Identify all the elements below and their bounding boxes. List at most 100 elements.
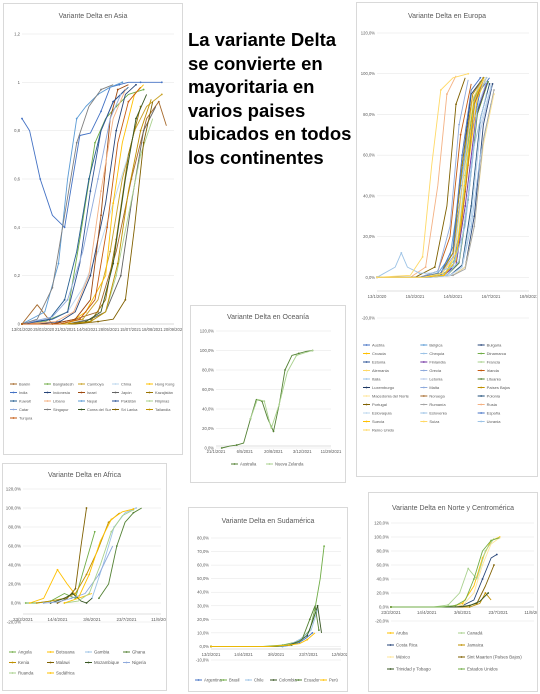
y-tick-label: 0,0% <box>379 605 389 610</box>
data-point <box>249 417 252 420</box>
data-point <box>272 430 275 433</box>
x-tick-label: 16/7/2021 <box>482 294 501 299</box>
data-point <box>470 225 473 228</box>
chart-oceania-panel: Variante Delta en Oceanía 0,0% 20,0% 40,0%… <box>190 305 346 483</box>
data-point <box>421 256 424 258</box>
legend-label: Australia <box>240 462 257 467</box>
legend-label: Catar <box>19 407 29 412</box>
y-tick-label: 20,0% <box>197 617 209 622</box>
chart-oceania-title: Variante Delta en Oceanía <box>227 314 309 321</box>
legend-label: Líbano <box>53 399 65 404</box>
series-line <box>50 593 93 604</box>
legend-marker <box>268 463 271 465</box>
legend-marker <box>12 391 15 394</box>
data-point <box>210 645 212 648</box>
data-point <box>142 88 145 91</box>
data-point <box>488 82 491 85</box>
data-point <box>78 318 81 321</box>
legend-label: Chile <box>254 678 264 683</box>
legend-label: Suecia <box>372 419 385 424</box>
data-point <box>464 184 467 187</box>
data-point <box>85 602 88 604</box>
series-line <box>21 81 162 228</box>
legend-label: España <box>487 411 501 416</box>
legend-label: Turquía <box>19 416 33 421</box>
data-point <box>110 530 113 533</box>
legend-marker <box>480 395 483 397</box>
chart-sudamerica-svg: -10,0% 0,0% 10,0% 20,0% 30,0% 40,0% 50,0% 60,0%… <box>195 536 347 683</box>
data-point <box>468 606 471 608</box>
data-point <box>461 602 464 605</box>
legend-label: Nepal <box>87 399 97 404</box>
data-point <box>449 274 451 277</box>
legend-marker <box>87 661 90 664</box>
data-point <box>81 318 84 321</box>
x-tick-label: 14/4/2021 <box>417 610 437 615</box>
chart-sudamerica-panel: Variante Delta en Sudamérica -10,0% 0,0% 1… <box>188 507 348 692</box>
data-point <box>115 274 118 277</box>
x-tick-label: 3/12/2021 <box>293 449 312 454</box>
series-line <box>98 507 142 599</box>
data-point <box>93 530 96 533</box>
data-point <box>484 592 487 594</box>
chart-norte-title: Variante Delta en Norte y Centromérica <box>391 505 515 512</box>
x-tick-label: 18/08/2021 <box>142 327 164 332</box>
series-line <box>22 118 154 325</box>
legend-label: Argentina <box>204 678 223 683</box>
data-point <box>97 320 99 323</box>
y-tick-label: 100,0% <box>6 506 21 511</box>
data-point <box>75 141 78 144</box>
x-tick-label: 20/8/2021 <box>264 449 283 454</box>
series-line <box>22 101 154 325</box>
legend-label: Eslovenia <box>429 411 447 416</box>
y-tick-label: 20,0% <box>363 234 375 239</box>
legend-label: Croacia <box>372 351 387 356</box>
y-tick-label: 10,0% <box>197 630 209 635</box>
y-tick-label: 60,0% <box>197 563 209 568</box>
x-tick-label: 11/9/2021 <box>524 610 538 615</box>
x-tick-label: 3/6/2021 <box>83 617 101 622</box>
data-point <box>318 629 320 632</box>
series-line <box>21 94 122 325</box>
data-point <box>35 602 38 604</box>
y-tick-label: 0,6 <box>14 177 20 182</box>
data-point <box>119 274 122 277</box>
y-tick-label: -20,0% <box>375 619 389 624</box>
data-point <box>490 85 492 87</box>
legend-marker <box>12 383 15 385</box>
data-point <box>74 587 77 590</box>
x-tick-label: 6/5/2021 <box>237 449 254 454</box>
data-point <box>51 286 54 289</box>
legend-marker <box>365 361 368 363</box>
legend-label: Angola <box>18 650 32 655</box>
legend-label: Sudáfrica <box>56 671 75 676</box>
series-line <box>221 350 313 449</box>
data-point <box>439 89 442 91</box>
y-tick-label: 0 <box>18 322 21 327</box>
legend-label: Letonia <box>429 377 443 382</box>
x-tick-label: 15/07/2021 <box>120 327 142 332</box>
data-point <box>493 564 495 566</box>
data-point <box>464 174 467 177</box>
data-point <box>452 274 454 277</box>
data-point <box>473 144 476 146</box>
legend-marker <box>365 420 368 423</box>
legend-marker <box>80 400 83 402</box>
x-tick-label: 14/04/2021 <box>77 327 99 332</box>
series-line <box>22 99 152 325</box>
series-line <box>391 537 500 608</box>
legend-label: Israel <box>87 390 97 395</box>
data-point <box>284 369 286 371</box>
legend-label: Tailandia <box>155 407 171 412</box>
data-point <box>495 553 498 556</box>
legend-label: Bangladesh <box>53 382 74 387</box>
y-tick-label: 60,0% <box>8 544 21 549</box>
x-tick-label: 3/6/2021 <box>454 610 472 615</box>
series-line <box>29 569 93 604</box>
y-tick-label: 0,4 <box>14 225 20 230</box>
data-point <box>21 117 23 120</box>
legend-marker <box>114 383 117 385</box>
legend-marker <box>480 352 483 355</box>
data-point <box>74 318 77 321</box>
x-tick-label: 23/2/2021 <box>13 617 34 622</box>
